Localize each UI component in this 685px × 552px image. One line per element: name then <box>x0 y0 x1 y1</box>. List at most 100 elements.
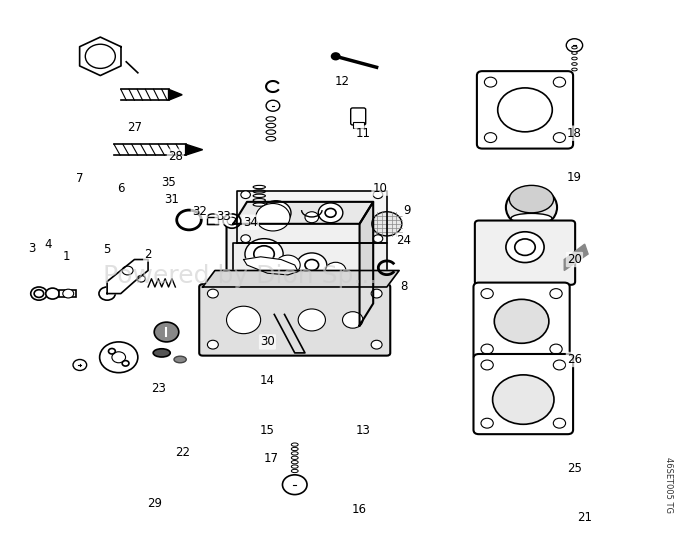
Circle shape <box>282 475 307 495</box>
Circle shape <box>373 191 383 199</box>
Text: 32: 32 <box>192 205 207 217</box>
Circle shape <box>372 212 402 236</box>
Circle shape <box>208 340 219 349</box>
Circle shape <box>332 53 340 60</box>
Circle shape <box>373 235 383 242</box>
Text: 6: 6 <box>117 182 125 195</box>
Circle shape <box>112 352 125 363</box>
Circle shape <box>137 275 145 282</box>
Circle shape <box>325 262 346 279</box>
Text: 13: 13 <box>356 424 371 437</box>
Circle shape <box>298 309 325 331</box>
Text: 4: 4 <box>44 238 51 251</box>
Circle shape <box>261 201 291 225</box>
Circle shape <box>256 204 290 231</box>
Circle shape <box>241 191 251 199</box>
Circle shape <box>266 100 279 112</box>
Ellipse shape <box>253 199 265 202</box>
Circle shape <box>99 342 138 373</box>
Ellipse shape <box>253 203 265 206</box>
Text: 18: 18 <box>567 127 582 140</box>
Text: 20: 20 <box>567 253 582 266</box>
FancyBboxPatch shape <box>475 221 575 285</box>
Ellipse shape <box>253 194 265 198</box>
Ellipse shape <box>253 190 265 193</box>
Circle shape <box>223 214 241 228</box>
Ellipse shape <box>266 116 275 121</box>
Circle shape <box>493 375 554 424</box>
FancyBboxPatch shape <box>473 283 570 360</box>
Bar <box>60 290 77 297</box>
Bar <box>353 122 364 128</box>
Circle shape <box>342 312 363 328</box>
Text: 28: 28 <box>168 150 183 163</box>
Circle shape <box>319 203 342 222</box>
Circle shape <box>63 289 74 298</box>
Circle shape <box>498 88 552 132</box>
Text: 5: 5 <box>103 243 111 256</box>
Text: 7: 7 <box>76 172 84 185</box>
Circle shape <box>313 288 338 308</box>
Circle shape <box>484 132 497 142</box>
Text: 34: 34 <box>243 216 258 229</box>
Text: 35: 35 <box>161 176 176 189</box>
Text: 29: 29 <box>147 497 162 511</box>
Ellipse shape <box>291 443 298 446</box>
Circle shape <box>550 289 562 299</box>
Text: 16: 16 <box>352 503 367 516</box>
Ellipse shape <box>266 130 275 134</box>
Text: 3: 3 <box>28 242 36 255</box>
Circle shape <box>553 77 566 87</box>
Polygon shape <box>244 257 298 275</box>
Circle shape <box>297 253 327 277</box>
Circle shape <box>208 289 219 298</box>
Circle shape <box>227 217 237 225</box>
Ellipse shape <box>291 456 298 459</box>
Ellipse shape <box>208 214 219 220</box>
Circle shape <box>275 255 300 275</box>
Polygon shape <box>107 259 148 294</box>
Ellipse shape <box>572 68 577 71</box>
Polygon shape <box>237 191 387 243</box>
Circle shape <box>550 344 562 354</box>
Ellipse shape <box>506 187 557 228</box>
Ellipse shape <box>572 52 577 55</box>
Ellipse shape <box>510 185 553 213</box>
Polygon shape <box>234 243 387 287</box>
Polygon shape <box>186 144 203 155</box>
Circle shape <box>99 287 115 300</box>
Circle shape <box>154 322 179 342</box>
Circle shape <box>481 289 493 299</box>
Polygon shape <box>203 270 399 287</box>
Text: 12: 12 <box>335 75 350 88</box>
Circle shape <box>566 39 583 52</box>
Text: 25: 25 <box>567 461 582 475</box>
Text: 14: 14 <box>260 374 275 387</box>
Circle shape <box>31 287 47 300</box>
Circle shape <box>86 44 115 68</box>
Text: 11: 11 <box>356 127 371 140</box>
Ellipse shape <box>266 123 275 128</box>
Text: 15: 15 <box>260 424 275 437</box>
Ellipse shape <box>291 465 298 468</box>
FancyBboxPatch shape <box>227 219 366 331</box>
Ellipse shape <box>572 57 577 60</box>
Circle shape <box>46 288 60 299</box>
Circle shape <box>481 360 493 370</box>
FancyBboxPatch shape <box>473 354 573 434</box>
Text: 9: 9 <box>403 204 411 216</box>
Circle shape <box>481 418 493 428</box>
FancyBboxPatch shape <box>351 108 366 125</box>
Polygon shape <box>274 315 305 353</box>
Text: 31: 31 <box>164 193 179 205</box>
Ellipse shape <box>291 469 298 473</box>
Ellipse shape <box>572 62 577 65</box>
Text: 33: 33 <box>216 210 230 223</box>
Ellipse shape <box>174 356 186 363</box>
Polygon shape <box>234 202 373 224</box>
Text: 30: 30 <box>260 336 275 348</box>
Circle shape <box>227 306 260 333</box>
Text: 17: 17 <box>263 452 278 465</box>
Circle shape <box>177 210 201 230</box>
Text: 1: 1 <box>62 250 70 263</box>
